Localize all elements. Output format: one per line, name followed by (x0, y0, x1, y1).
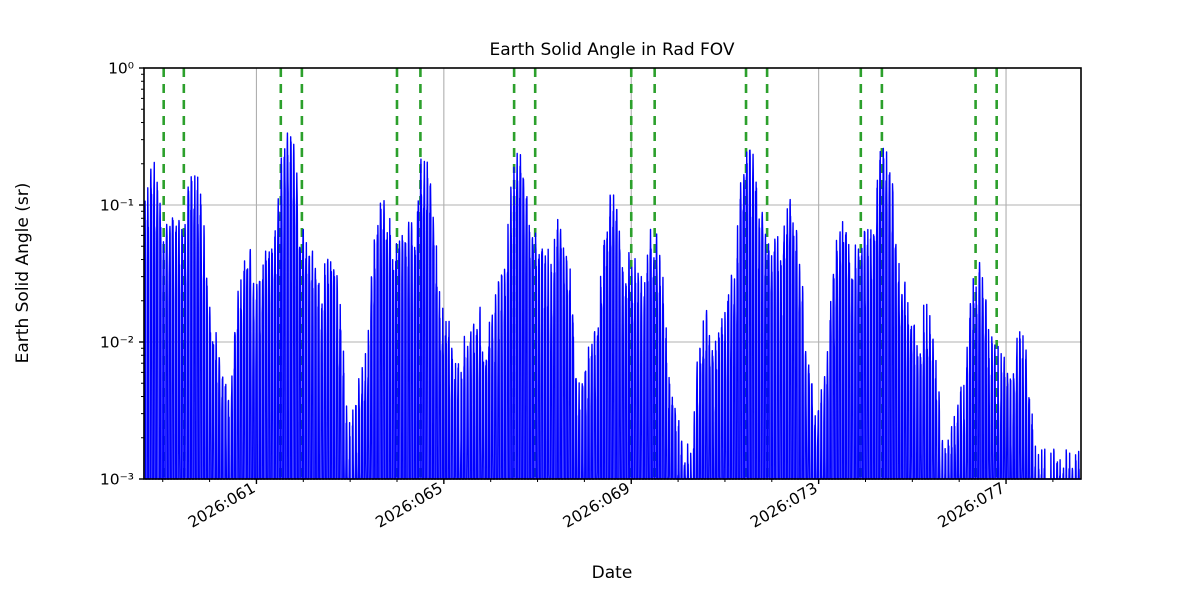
x-axis-title: Date (592, 563, 633, 583)
y-tick-label: 10⁻³ (100, 471, 134, 489)
chart-title: Earth Solid Angle in Rad FOV (489, 40, 734, 60)
y-axis-tick-labels: 10⁻³ 10⁻² 10⁻¹ 10⁰ (100, 60, 134, 489)
y-tick-label: 10⁻² (100, 334, 134, 352)
y-axis-title: Earth Solid Angle (sr) (13, 183, 33, 364)
y-tick-label: 10⁰ (108, 60, 134, 78)
y-tick-label: 10⁻¹ (100, 197, 134, 215)
plot-area-frame (143, 67, 1082, 480)
